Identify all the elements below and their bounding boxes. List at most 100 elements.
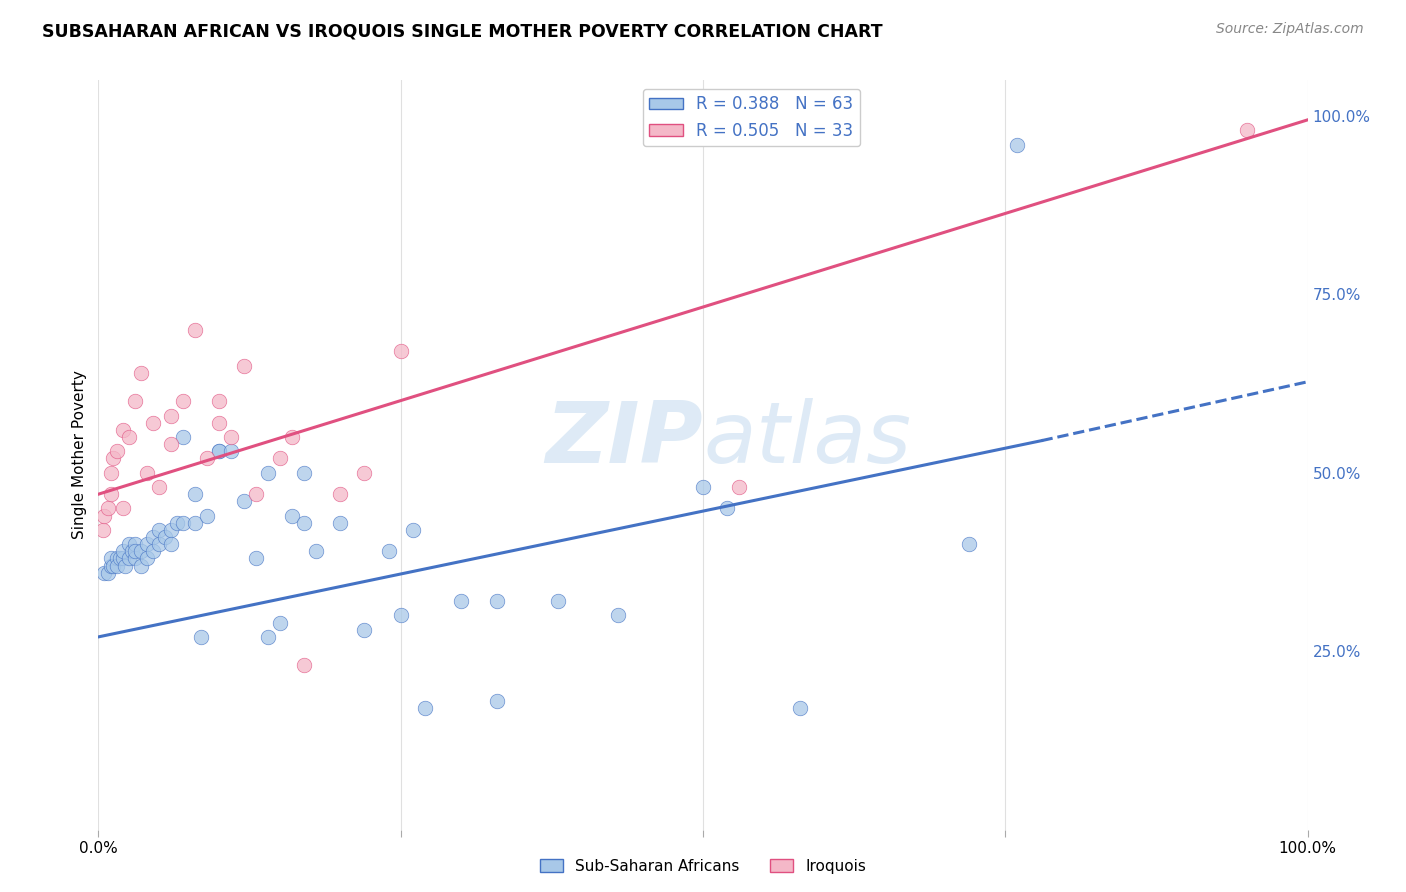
Point bbox=[232, 359, 254, 373]
Point bbox=[148, 537, 170, 551]
Point bbox=[142, 530, 165, 544]
Point bbox=[413, 701, 436, 715]
Point bbox=[269, 451, 291, 466]
Point bbox=[184, 323, 207, 337]
Point bbox=[353, 466, 375, 480]
Point bbox=[172, 430, 194, 444]
Point bbox=[135, 466, 157, 480]
Point bbox=[100, 551, 122, 566]
Point bbox=[377, 544, 399, 558]
Point bbox=[129, 544, 152, 558]
Point bbox=[105, 558, 128, 573]
Point bbox=[160, 537, 183, 551]
Point bbox=[269, 615, 291, 630]
Point bbox=[281, 508, 304, 523]
Point bbox=[221, 430, 243, 444]
Point bbox=[1236, 123, 1258, 137]
Point bbox=[292, 658, 315, 673]
Point bbox=[486, 594, 509, 608]
Point bbox=[195, 451, 218, 466]
Point bbox=[153, 530, 176, 544]
Point bbox=[402, 523, 425, 537]
Point bbox=[208, 444, 231, 458]
Point bbox=[281, 430, 304, 444]
Point bbox=[450, 594, 472, 608]
Point bbox=[160, 523, 183, 537]
Point bbox=[124, 537, 146, 551]
Point bbox=[93, 566, 115, 580]
Point bbox=[101, 451, 124, 466]
Point bbox=[105, 444, 128, 458]
Point bbox=[124, 394, 146, 409]
Point bbox=[232, 494, 254, 508]
Point bbox=[208, 444, 231, 458]
Text: Source: ZipAtlas.com: Source: ZipAtlas.com bbox=[1216, 22, 1364, 37]
Point bbox=[100, 466, 122, 480]
Point bbox=[100, 558, 122, 573]
Point bbox=[142, 544, 165, 558]
Point bbox=[97, 501, 120, 516]
Point bbox=[195, 508, 218, 523]
Point bbox=[111, 544, 134, 558]
Point bbox=[256, 630, 278, 644]
Point bbox=[184, 487, 207, 501]
Point bbox=[97, 566, 120, 580]
Text: SUBSAHARAN AFRICAN VS IROQUOIS SINGLE MOTHER POVERTY CORRELATION CHART: SUBSAHARAN AFRICAN VS IROQUOIS SINGLE MO… bbox=[42, 22, 883, 40]
Point bbox=[353, 623, 375, 637]
Point bbox=[208, 416, 231, 430]
Point bbox=[789, 701, 811, 715]
Point bbox=[389, 608, 412, 623]
Point bbox=[208, 394, 231, 409]
Point bbox=[135, 537, 157, 551]
Point bbox=[160, 409, 183, 423]
Point bbox=[256, 466, 278, 480]
Point bbox=[957, 537, 980, 551]
Text: ZIP: ZIP bbox=[546, 399, 703, 482]
Point bbox=[118, 430, 141, 444]
Point bbox=[160, 437, 183, 451]
Point bbox=[389, 344, 412, 359]
Point bbox=[129, 558, 152, 573]
Point bbox=[728, 480, 751, 494]
Point bbox=[547, 594, 569, 608]
Point bbox=[148, 480, 170, 494]
Point bbox=[118, 537, 141, 551]
Point bbox=[93, 508, 115, 523]
Y-axis label: Single Mother Poverty: Single Mother Poverty bbox=[72, 370, 87, 540]
Point bbox=[329, 487, 352, 501]
Point bbox=[114, 558, 136, 573]
Point bbox=[111, 551, 134, 566]
Point bbox=[172, 516, 194, 530]
Point bbox=[1007, 137, 1029, 152]
Point bbox=[105, 551, 128, 566]
Point bbox=[245, 487, 267, 501]
Point bbox=[486, 694, 509, 708]
Point bbox=[607, 608, 630, 623]
Point bbox=[305, 544, 328, 558]
Point bbox=[292, 466, 315, 480]
Point bbox=[111, 501, 134, 516]
Point bbox=[221, 444, 243, 458]
Legend: R = 0.388   N = 63, R = 0.505   N = 33: R = 0.388 N = 63, R = 0.505 N = 33 bbox=[643, 88, 860, 146]
Point bbox=[292, 516, 315, 530]
Point bbox=[91, 523, 114, 537]
Point bbox=[166, 516, 188, 530]
Point bbox=[135, 551, 157, 566]
Point bbox=[129, 366, 152, 380]
Point bbox=[172, 394, 194, 409]
Point bbox=[142, 416, 165, 430]
Legend: Sub-Saharan Africans, Iroquois: Sub-Saharan Africans, Iroquois bbox=[534, 853, 872, 880]
Point bbox=[121, 544, 143, 558]
Point bbox=[118, 551, 141, 566]
Text: atlas: atlas bbox=[703, 399, 911, 482]
Point bbox=[716, 501, 738, 516]
Point bbox=[100, 487, 122, 501]
Point bbox=[124, 551, 146, 566]
Point bbox=[184, 516, 207, 530]
Point bbox=[101, 558, 124, 573]
Point bbox=[329, 516, 352, 530]
Point bbox=[108, 551, 131, 566]
Point bbox=[245, 551, 267, 566]
Point bbox=[692, 480, 714, 494]
Point bbox=[124, 544, 146, 558]
